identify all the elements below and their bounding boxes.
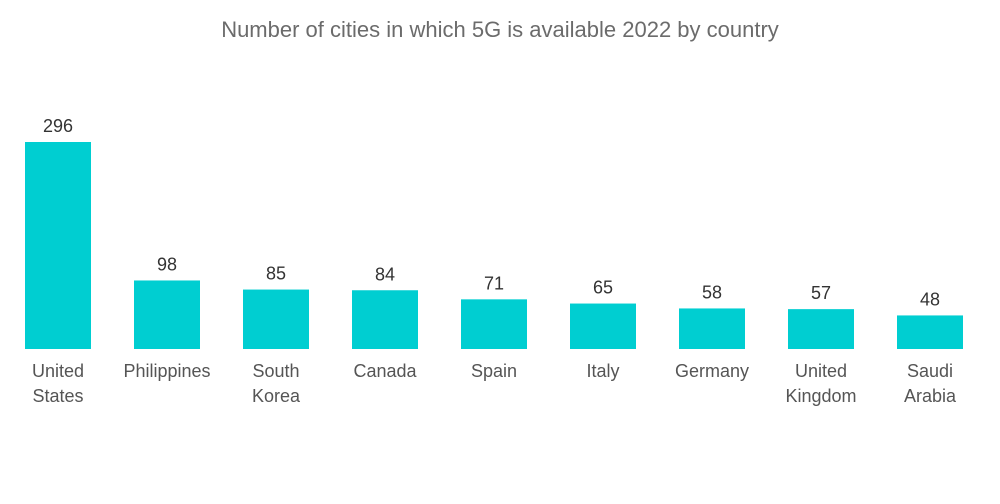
category-label-line: Italy [586,361,619,381]
category-label-line: Saudi [907,361,953,381]
chart-title: Number of cities in which 5G is availabl… [221,17,779,42]
bar-8 [897,315,963,349]
category-label-line: Spain [471,361,517,381]
data-label-7: 57 [811,283,831,303]
data-label-4: 71 [484,273,504,293]
bar-0 [25,142,91,349]
category-label-0: United States [32,361,84,406]
category-labels-group: United States Philippines South Korea Canada S… [32,361,957,406]
data-label-3: 84 [375,264,395,284]
value-labels-group: 296 98 85 84 71 65 58 57 48 [43,116,940,309]
data-label-6: 58 [702,282,722,302]
category-label-line: United [32,361,84,381]
category-label-line: Kingdom [785,386,856,406]
category-label-2: South Korea [252,361,301,406]
category-label-line: States [32,386,83,406]
bar-2 [243,289,309,349]
category-label-line: United [795,361,847,381]
data-label-2: 85 [266,264,286,284]
bar-6 [679,308,745,349]
bar-5 [570,303,636,349]
data-label-1: 98 [157,254,177,274]
bar-7 [788,309,854,349]
bars-group [25,142,963,349]
data-label-0: 296 [43,116,73,136]
category-label-line: Philippines [123,361,210,381]
bar-4 [461,299,527,349]
category-label-line: Germany [675,361,749,381]
category-label-line: Canada [353,361,417,381]
category-label-7: United Kingdom [785,361,856,406]
data-label-8: 48 [920,289,940,309]
category-label-line: Arabia [904,386,957,406]
bar-3 [352,290,418,349]
category-label-3: Canada [353,361,417,381]
category-label-4: Spain [471,361,517,381]
category-label-8: Saudi Arabia [904,361,957,406]
category-label-6: Germany [675,361,749,381]
bar-1 [134,280,200,349]
data-label-5: 65 [593,278,613,298]
category-label-1: Philippines [123,361,210,381]
category-label-5: Italy [586,361,619,381]
category-label-line: Korea [252,386,301,406]
category-label-line: South [252,361,299,381]
